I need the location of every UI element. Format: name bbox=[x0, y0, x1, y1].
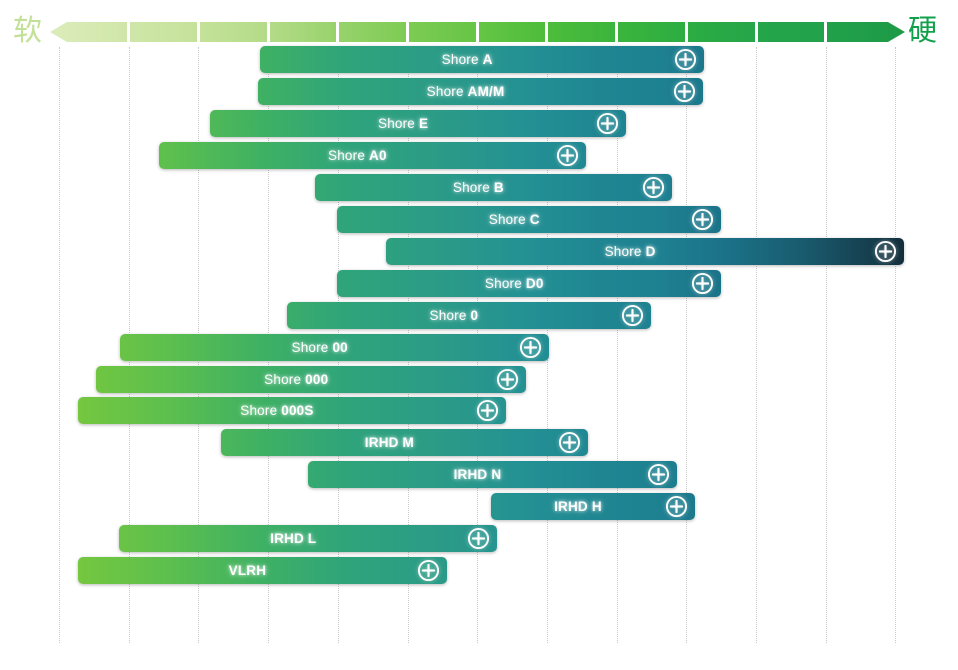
vertical-gridline bbox=[825, 47, 827, 643]
bar-label: Shore D bbox=[604, 243, 656, 259]
hardness-bar-shore-000s[interactable]: Shore 000S bbox=[78, 397, 506, 425]
hardness-bar-shore-c[interactable]: Shore C bbox=[337, 205, 722, 233]
arrow-segment-divider bbox=[197, 22, 200, 42]
hardness-bar-shore-00[interactable]: Shore 00 bbox=[120, 333, 550, 361]
plus-circle-icon[interactable] bbox=[691, 208, 714, 231]
hardness-bar-irhd-m[interactable]: IRHD M bbox=[221, 429, 588, 457]
hardness-bar-shore-a0[interactable]: Shore A0 bbox=[158, 141, 587, 169]
hardness-bar-irhd-n[interactable]: IRHD N bbox=[308, 461, 677, 489]
hard-axis-label: 硬 bbox=[908, 15, 938, 47]
bar-label: VLRH bbox=[228, 563, 267, 579]
vertical-gridline bbox=[895, 47, 897, 643]
plus-circle-icon[interactable] bbox=[496, 368, 519, 391]
plus-circle-icon[interactable] bbox=[476, 399, 499, 422]
arrow-segment-divider bbox=[685, 22, 688, 42]
plus-circle-icon[interactable] bbox=[621, 304, 644, 327]
hardness-bar-irhd-l[interactable]: IRHD L bbox=[119, 525, 498, 553]
bar-label: Shore A0 bbox=[328, 147, 387, 163]
plus-circle-icon[interactable] bbox=[874, 240, 897, 263]
bar-label: IRHD L bbox=[270, 531, 317, 547]
plus-circle-icon[interactable] bbox=[417, 559, 440, 582]
arrow-segment-divider bbox=[824, 22, 827, 42]
plus-circle-icon[interactable] bbox=[673, 80, 696, 103]
bar-label: IRHD M bbox=[364, 435, 414, 451]
plus-circle-icon[interactable] bbox=[691, 272, 714, 295]
hardness-bar-irhd-h[interactable]: IRHD H bbox=[491, 493, 695, 521]
plus-circle-icon[interactable] bbox=[674, 48, 697, 71]
bar-label: Shore A bbox=[441, 52, 493, 67]
arrow-segment-divider bbox=[336, 22, 339, 42]
bar-label: Shore 000S bbox=[240, 403, 314, 419]
bar-label: IRHD H bbox=[554, 499, 602, 515]
plus-circle-icon[interactable] bbox=[519, 336, 542, 359]
bar-label: Shore E bbox=[377, 115, 429, 131]
vertical-gridline bbox=[756, 47, 757, 643]
hardness-bar-shore-d0[interactable]: Shore D0 bbox=[337, 269, 722, 297]
vertical-gridline bbox=[686, 47, 688, 643]
plus-circle-icon[interactable] bbox=[467, 527, 490, 550]
arrow-segment-divider bbox=[406, 22, 409, 42]
hardness-bar-shore-0[interactable]: Shore 0 bbox=[286, 301, 651, 329]
bar-label: Shore C bbox=[488, 211, 540, 227]
bar-label: Shore 0 bbox=[429, 307, 479, 323]
bar-label: Shore D0 bbox=[484, 275, 544, 291]
hardness-bar-shore-b[interactable]: Shore B bbox=[315, 173, 672, 201]
hardness-gradient-arrow bbox=[50, 22, 905, 42]
plus-circle-icon[interactable] bbox=[642, 176, 665, 199]
arrow-segment-divider bbox=[545, 22, 548, 42]
bar-label: IRHD N bbox=[453, 467, 502, 483]
hardness-bar-shore-am-m[interactable]: Shore AM/M bbox=[257, 78, 704, 105]
arrow-segment-divider bbox=[127, 22, 130, 42]
bar-label: Shore B bbox=[452, 179, 504, 195]
hardness-bar-shore-d[interactable]: Shore D bbox=[386, 237, 905, 265]
vertical-gridline bbox=[59, 47, 60, 643]
plus-circle-icon[interactable] bbox=[558, 431, 581, 454]
bar-label: Shore 00 bbox=[291, 339, 348, 355]
hardness-bar-shore-a[interactable]: Shore A bbox=[260, 46, 704, 73]
hardness-bar-vlrh[interactable]: VLRH bbox=[78, 557, 447, 585]
soft-axis-label: 软 bbox=[13, 15, 43, 47]
vertical-gridline bbox=[616, 47, 618, 643]
plus-circle-icon[interactable] bbox=[596, 112, 619, 135]
bar-label: Shore 000 bbox=[264, 371, 329, 387]
plus-circle-icon[interactable] bbox=[647, 463, 670, 486]
bar-label: Shore AM/M bbox=[426, 84, 505, 99]
plus-circle-icon[interactable] bbox=[556, 144, 579, 167]
plus-circle-icon[interactable] bbox=[665, 495, 688, 518]
arrow-segment-divider bbox=[615, 22, 618, 42]
arrow-segment-divider bbox=[755, 22, 758, 42]
arrow-segment-divider bbox=[476, 22, 479, 42]
hardness-bar-shore-e[interactable]: Shore E bbox=[209, 109, 627, 137]
hardness-bar-shore-000[interactable]: Shore 000 bbox=[96, 365, 527, 393]
arrow-segment-divider bbox=[267, 22, 270, 42]
